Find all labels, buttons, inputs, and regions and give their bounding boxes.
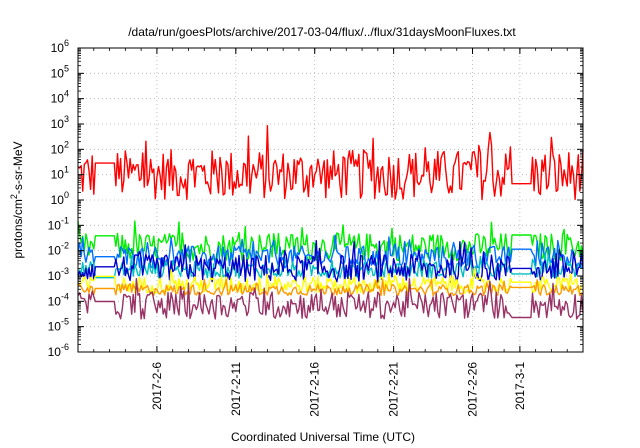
grid [78, 48, 583, 352]
x-tick-label: 2017-2-26 [466, 362, 480, 417]
y-tick-label: 10-3 [48, 266, 69, 283]
x-tick-label: 2017-2-16 [308, 362, 322, 417]
x-tick-label: 2017-2-21 [387, 362, 401, 417]
y-tick-label: 102 [51, 139, 69, 156]
y-tick-label: 101 [51, 165, 69, 182]
chart-title: /data/run/goesPlots/archive/2017-03-04/f… [128, 25, 516, 39]
x-tick-label: 2017-3-1 [513, 362, 527, 410]
y-axis-label-sup: 2 [9, 194, 19, 199]
y-tick-label: 10-6 [48, 342, 69, 359]
series-line-2 [77, 220, 584, 262]
series-line-3 [77, 234, 584, 269]
plot-frame [77, 47, 584, 353]
y-tick-label: 10-1 [48, 215, 69, 232]
y-axis-label-base: protons/cm [11, 199, 25, 258]
series-line-5 [77, 239, 584, 283]
x-tick-label: 2017-2-11 [229, 362, 243, 416]
x-axis-label: Coordinated Universal Time (UTC) [231, 430, 415, 444]
series-line-8 [77, 278, 584, 320]
y-tick-label: 105 [51, 63, 69, 80]
series-line-7 [77, 278, 584, 297]
y-tick-label: 106 [51, 38, 69, 55]
y-tick-label: 10-5 [48, 317, 69, 334]
y-tick-label: 10-4 [48, 291, 69, 308]
x-tick-label: 2017-2-6 [150, 362, 164, 410]
series-group [77, 124, 584, 320]
y-axis-ticks: 10-6 10-5 10-4 10-3 10-2 10-1 100 101 102 103 104 1… [48, 38, 583, 359]
y-tick-label: 100 [51, 190, 69, 207]
series-line-4 [77, 252, 584, 279]
y-tick-label: 103 [51, 114, 69, 131]
x-axis-ticks: 2017-2-6 2017-2-11 2017-2-16 2017-2-21 2017-… [77, 48, 584, 417]
series-line-1 [77, 124, 584, 201]
y-tick-label: 104 [51, 89, 69, 106]
y-tick-label: 10-2 [48, 241, 69, 258]
y-axis-label-rest: -s-sr-MeV [11, 141, 25, 194]
y-axis-label: protons/cm2-s-sr-MeV [9, 141, 25, 258]
